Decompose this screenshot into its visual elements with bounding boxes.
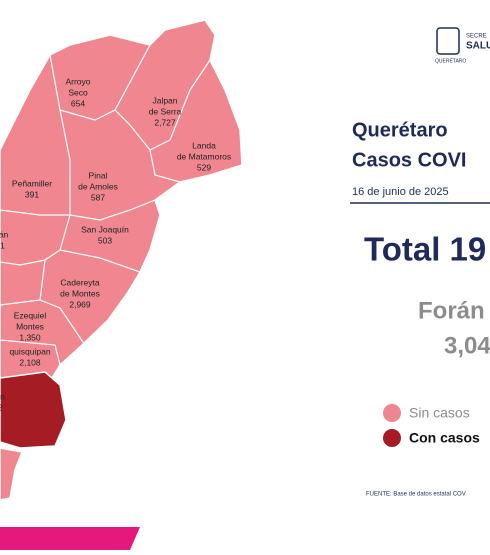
date: 16 de junio de 2025	[352, 186, 449, 198]
municipality-name: Landa	[192, 140, 216, 150]
municipality-name: Ezequiel	[14, 310, 47, 320]
total: Total 19	[364, 231, 486, 268]
municipality-name: de Montes	[60, 288, 100, 298]
municipality-cases: 503	[98, 235, 112, 245]
logo-text: QUERÉTARO	[435, 57, 466, 64]
municipality-name: Seco	[68, 87, 88, 97]
legend-swatch	[383, 404, 401, 422]
municipality-cases: 654	[71, 98, 85, 108]
municipality-name: an	[0, 391, 5, 401]
legend-label: Con casos	[409, 430, 480, 446]
logo-text: SALU	[466, 41, 490, 52]
municipality-cases: 2,727	[154, 117, 176, 127]
municipality-name: Arroyo	[65, 76, 90, 86]
municipality-cases: 1,350	[19, 332, 41, 342]
footer-band	[0, 527, 140, 550]
municipality-cases: 391	[25, 189, 39, 199]
foreign-label: Forán	[418, 297, 485, 324]
municipality-name: de Matamoros	[177, 151, 231, 161]
municipality-name: de Amoles	[78, 181, 118, 191]
municipality-name: mán	[0, 229, 9, 239]
municipality-cases: 2	[0, 402, 3, 412]
municipality-name: quisquipan	[9, 346, 50, 356]
municipality-name: Montes	[16, 321, 44, 331]
municipality-name: San Joaquín	[81, 224, 129, 234]
source: FUENTE: Base de datos estatal COV	[366, 492, 466, 498]
logo: SECRE SALU QUERÉTARO	[435, 27, 490, 64]
municipality-shape	[0, 447, 24, 501]
municipality-with-cases	[0, 371, 67, 449]
municipality-name: Jalpan	[152, 95, 177, 105]
municipality-cases: 587	[91, 192, 105, 202]
municipality-name: Peñamiller	[12, 178, 52, 188]
boundaries	[0, 44, 211, 366]
municipality-cases: 2,108	[19, 357, 41, 367]
logo-icon	[436, 27, 460, 55]
title: Casos COVI	[352, 149, 466, 171]
logo-text: SECRE	[466, 34, 487, 40]
legend-swatch	[383, 429, 401, 447]
legend-label: Sin casos	[409, 405, 470, 421]
municipality-cases: 41	[0, 240, 5, 250]
title: Querétaro	[352, 119, 448, 141]
municipality-cases: 529	[197, 162, 211, 172]
municipality-name: Pinal	[89, 170, 108, 180]
municipality-name: Cadereyta	[60, 277, 99, 287]
foreign-value: 3,04	[444, 332, 490, 359]
municipality-cases: 2,969	[69, 299, 91, 309]
municipality-name: de Serra	[149, 106, 182, 116]
